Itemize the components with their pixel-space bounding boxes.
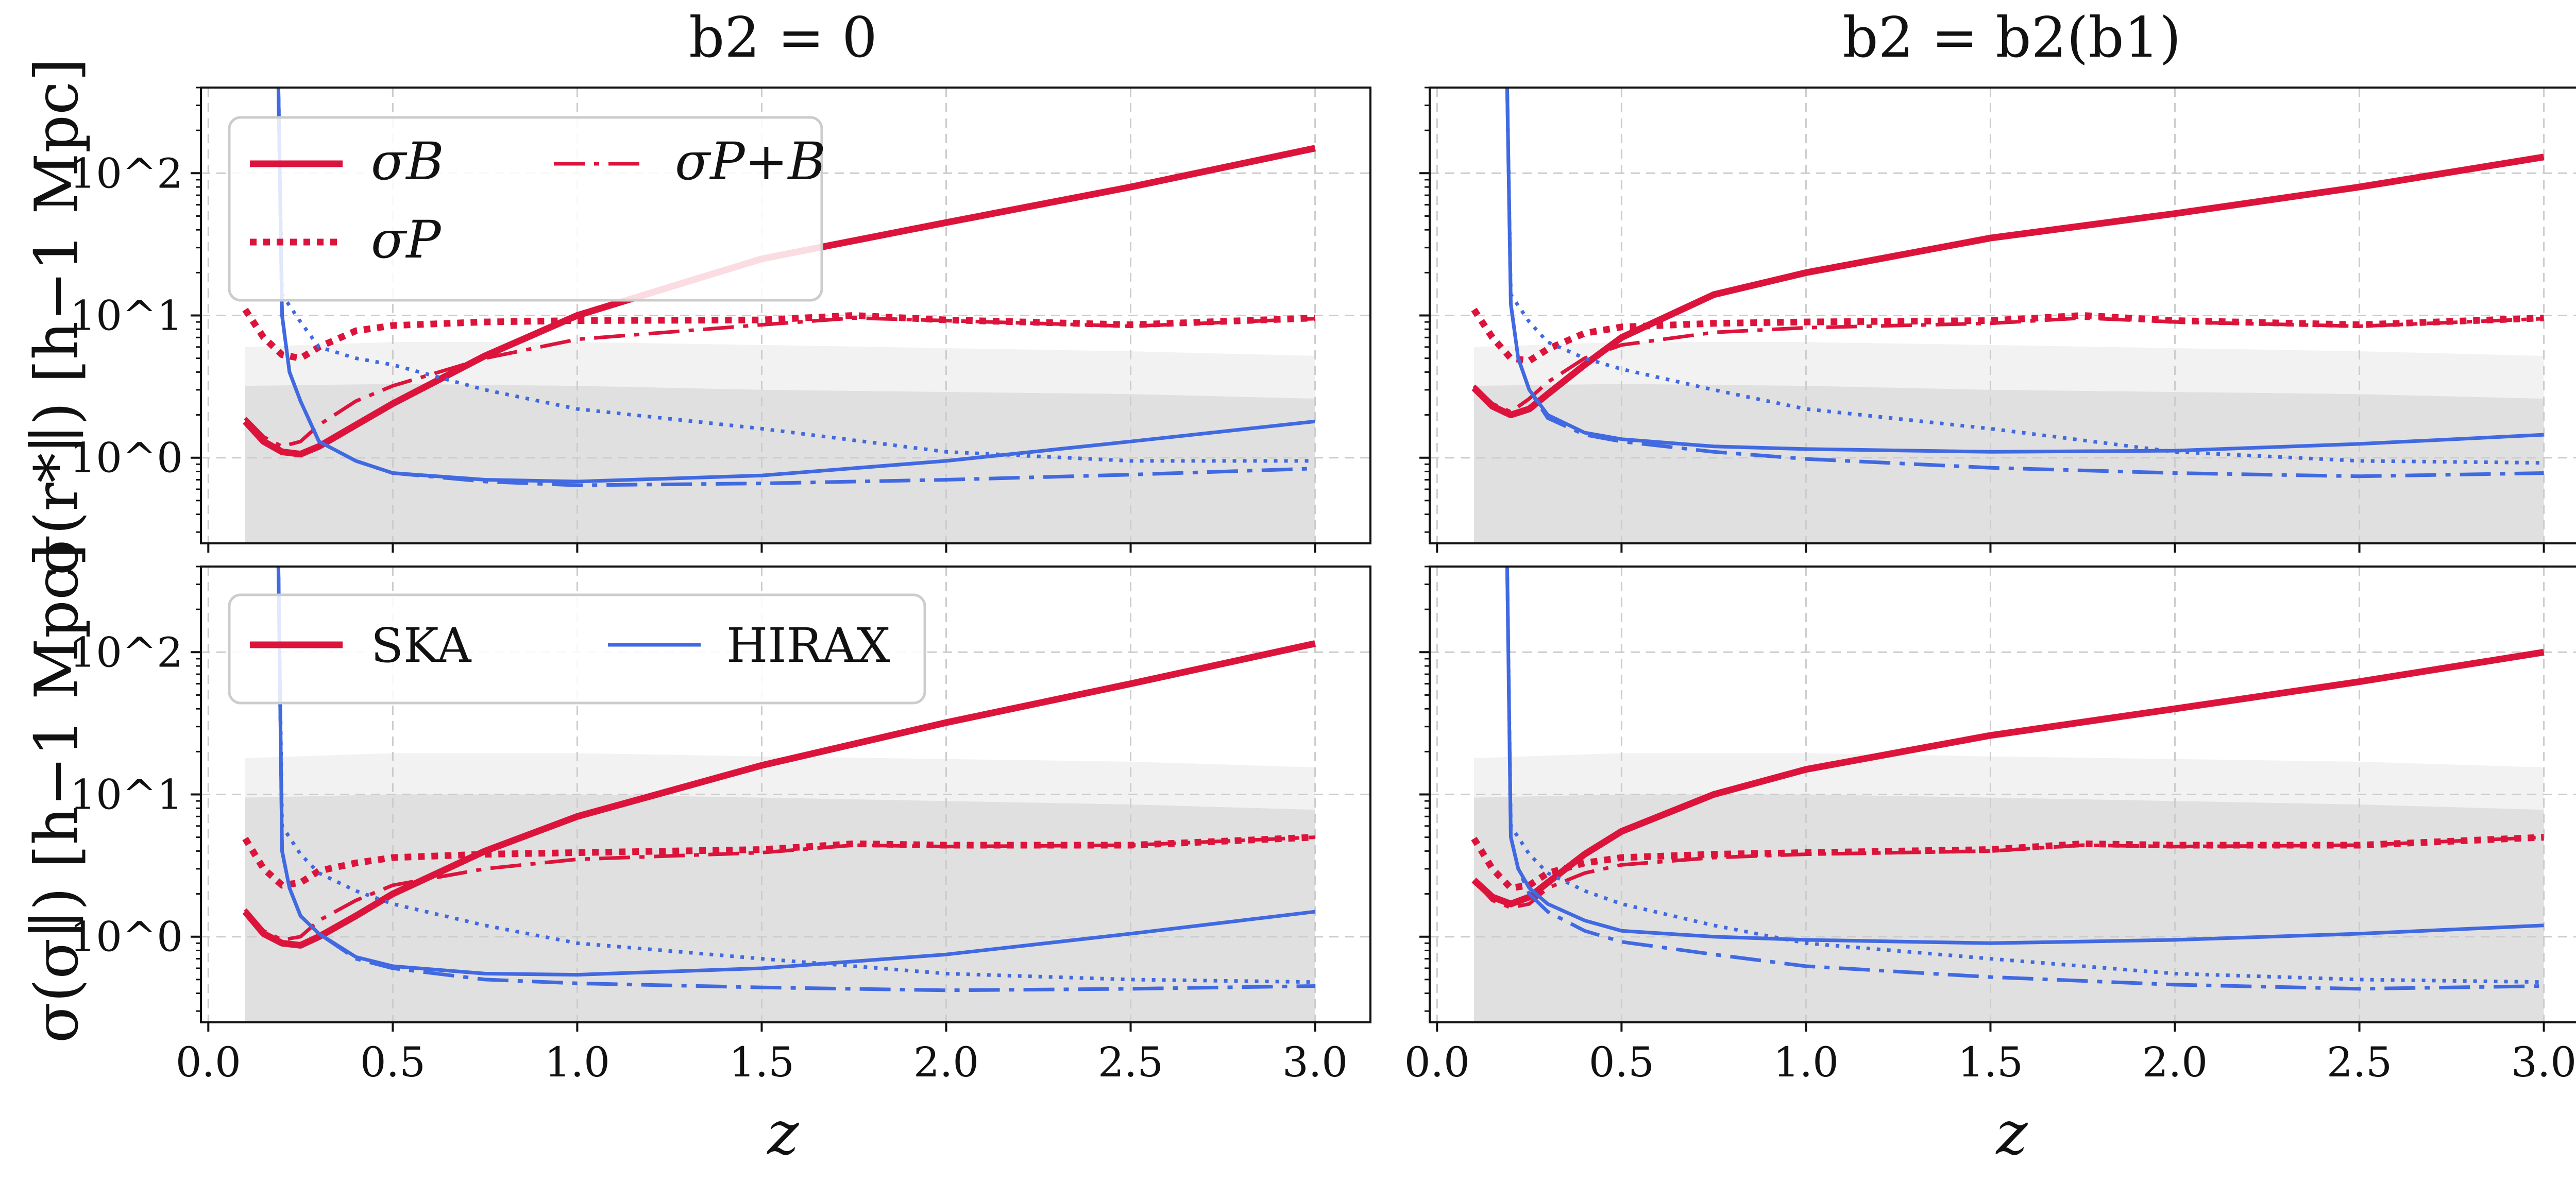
y-tick-label: 10^2: [70, 628, 183, 676]
legend-top-box: [228, 116, 823, 302]
legend-top: σB σP+B σP: [228, 116, 826, 302]
legend-hirax-label: HIRAX: [726, 618, 890, 673]
series-ska-sigma-pplusb: [244, 835, 1315, 942]
panel-top-left: 10^0 10^1 10^2: [70, 87, 1371, 553]
band-dark: [245, 384, 1315, 543]
y-tick-label: 10^2: [70, 149, 183, 197]
series-ska-sigma-pplusb: [244, 316, 1315, 449]
legend-sigma-b-label: σB: [371, 131, 444, 192]
x-tick-label: 3.0: [2511, 1038, 2576, 1086]
series-hirax-sigma-p: [276, 88, 1315, 463]
x-tick-label: 3.0: [1282, 1038, 1348, 1086]
series-hirax-sigma-pplusb: [1505, 88, 2544, 478]
x-tick-label: 2.5: [1098, 1038, 1163, 1086]
ylabel-top: σ(r*∥) [h−1 Mpc]: [22, 58, 92, 576]
x-tick-label: 1.0: [545, 1038, 610, 1086]
y-tick-label: 10^1: [70, 292, 183, 340]
series-hirax-sigma-b: [1505, 88, 2544, 454]
series-hirax-sigma-pplusb: [276, 88, 1315, 487]
series-hirax-sigma-p: [1505, 88, 2544, 465]
panel-bottom-left: 0.0 0.5 1.0 1.5 2.0 2.5 3.0 10^0 10^1 10^2: [70, 566, 1371, 1086]
x-tick-label: 0.0: [1404, 1038, 1470, 1086]
x-tick-label: 0.5: [1589, 1038, 1654, 1086]
series-hirax-sigma-b: [276, 567, 1316, 977]
xlabel-right: z: [1995, 1099, 2028, 1168]
legend-sigma-p-label: σP: [371, 210, 442, 270]
x-tick-label: 2.0: [913, 1038, 979, 1086]
x-tick-label: 0.0: [176, 1038, 241, 1086]
legend-ska-label: SKA: [371, 618, 472, 673]
series-hirax-sigma-pplusb: [276, 567, 1315, 992]
series-ska-sigma-pplusb: [1472, 316, 2544, 414]
series-ska-sigma-b: [1471, 648, 2545, 907]
legend-bottom-box: [228, 593, 926, 705]
panels: 10^010^110^20.0 0.5 1.0 1.5 2.0 2.5 3.010^010^…: [70, 87, 2576, 1086]
panel-bottom-right: 0.0 0.5 1.0 1.5 2.0 2.5 3.0: [1404, 566, 2576, 1086]
xlabel-left: z: [766, 1099, 799, 1168]
x-tick-label: 2.5: [2327, 1038, 2392, 1086]
series-hirax-sigma-pplusb: [1505, 567, 2544, 991]
series-hirax-sigma-p: [276, 567, 1315, 984]
x-tick-label: 1.5: [729, 1038, 794, 1086]
y-tick-label: 10^0: [70, 913, 183, 961]
series-ska-sigma-b: [243, 145, 1316, 458]
x-tick-label: 1.5: [1958, 1038, 2023, 1086]
x-tick-label: 0.5: [360, 1038, 426, 1086]
series-ska-sigma-b: [1471, 153, 2545, 419]
ylabel-bottom: σ(σ∥) [h−1 Mpc]: [22, 543, 92, 1043]
y-tick-label: 10^1: [70, 771, 183, 819]
column-title-right: b2 = b2(b1): [1843, 6, 2181, 70]
column-title-left: b2 = 0: [689, 6, 877, 70]
series-hirax-sigma-p: [1505, 567, 2544, 984]
band-dark: [1473, 384, 2544, 543]
x-tick-label: 1.0: [1773, 1038, 1839, 1086]
y-tick-label: 10^0: [70, 434, 183, 482]
panel-top-right: [1419, 87, 2576, 553]
legend-sigma-pb-label: σP+B: [675, 131, 826, 192]
legend-bottom: SKA HIRAX: [228, 593, 926, 705]
series-ska-sigma-b: [242, 640, 1316, 949]
x-tick-label: 2.0: [2142, 1038, 2208, 1086]
